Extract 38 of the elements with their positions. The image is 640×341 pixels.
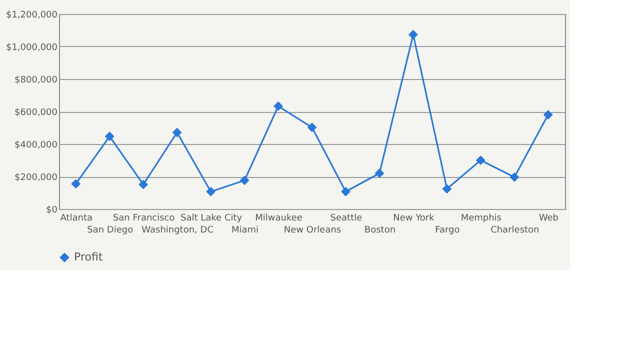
x-tick-label: Atlanta [60, 214, 93, 224]
point [71, 179, 81, 189]
x-tick-label: New Orleans [284, 226, 342, 236]
point [206, 186, 216, 196]
y-tick-label: $400,000 [14, 140, 58, 150]
x-tick-label: Salt Lake City [180, 214, 243, 224]
y-tick-label: $1,200,000 [6, 10, 58, 20]
point [138, 180, 148, 190]
x-tick-label: San Diego [87, 226, 134, 236]
x-tick-label: Fargo [435, 226, 460, 236]
legend-label: Profit [74, 250, 104, 264]
y-tick-label: $1,000,000 [6, 43, 58, 53]
point [476, 156, 486, 165]
x-tick-label: Washington, DC [142, 226, 214, 236]
x-tick-label: Boston [364, 226, 396, 236]
point [340, 186, 350, 196]
point [274, 101, 284, 111]
point [510, 172, 520, 182]
y-tick-label: $0 [46, 206, 58, 216]
point [104, 132, 114, 142]
x-tick-label: Seattle [330, 214, 363, 224]
point [374, 168, 384, 178]
x-tick-label: Milwaukee [255, 214, 303, 224]
y-tick-label: $200,000 [14, 173, 58, 183]
x-tick-label: San Francisco [112, 214, 176, 224]
point [240, 176, 250, 186]
x-tick-label: New York [393, 214, 436, 224]
point [307, 122, 317, 132]
point [543, 110, 553, 120]
x-tick-label: Memphis [460, 214, 502, 224]
point [442, 184, 452, 194]
point [408, 30, 418, 40]
x-tick-label: Charleston [490, 226, 540, 236]
y-tick-label: $600,000 [14, 108, 58, 118]
y-tick-label: $800,000 [14, 76, 58, 86]
x-tick-label: Miami [232, 226, 259, 236]
x-tick-label: Web [538, 214, 559, 224]
point [172, 128, 182, 138]
